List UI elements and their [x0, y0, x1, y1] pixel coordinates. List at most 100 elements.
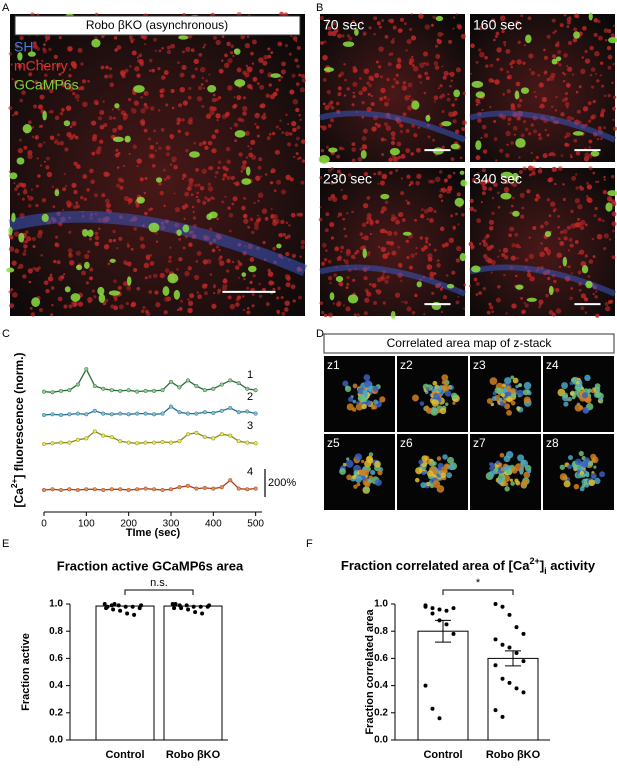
cell [34, 80, 39, 85]
cell [450, 157, 455, 162]
cell [117, 107, 121, 111]
cell [491, 18, 496, 23]
cell [66, 85, 71, 89]
cell [254, 225, 259, 231]
cell [237, 117, 242, 122]
cell [10, 63, 13, 66]
cell [249, 257, 255, 262]
cell [572, 37, 578, 43]
cell [550, 72, 556, 78]
cell [205, 79, 209, 83]
trace-point [219, 382, 224, 387]
cell [373, 16, 378, 21]
trace-point [92, 429, 97, 434]
y-tick-label: 0.8 [374, 626, 388, 637]
cell [529, 275, 535, 282]
cell [522, 61, 526, 65]
cell [603, 178, 606, 181]
trace-point [101, 487, 106, 493]
cell [129, 35, 133, 40]
cell [597, 35, 603, 41]
cell [343, 227, 347, 231]
cell [133, 227, 137, 231]
cell [539, 251, 545, 258]
cell [24, 240, 29, 244]
cell [54, 189, 60, 197]
cell [560, 230, 564, 234]
cell [460, 33, 466, 39]
cell [108, 74, 113, 79]
cell [597, 217, 602, 222]
cell [392, 25, 397, 30]
cell [478, 48, 482, 52]
cell [159, 93, 164, 98]
cell [361, 115, 365, 119]
cell [366, 106, 372, 112]
cell [555, 96, 558, 99]
cell [383, 101, 389, 107]
cell [68, 230, 72, 234]
cell [298, 212, 303, 217]
cell [336, 169, 341, 174]
cell [523, 43, 527, 47]
cell [443, 379, 450, 386]
cell [363, 235, 369, 241]
trace-point [219, 485, 224, 490]
cell [32, 104, 38, 109]
cell [384, 200, 389, 205]
cell [361, 100, 365, 105]
trace-point [67, 487, 72, 492]
cell [481, 168, 486, 173]
cell [163, 204, 166, 208]
cell [435, 54, 441, 59]
data-point [430, 611, 435, 616]
y-tick-label: 0.2 [374, 707, 388, 718]
cell [363, 374, 371, 381]
cell [585, 280, 593, 289]
cell [268, 132, 272, 136]
cell [206, 259, 212, 265]
cell [490, 402, 495, 407]
data-point [521, 631, 526, 636]
trace-point [194, 411, 199, 416]
trace-point [168, 379, 174, 384]
cell [565, 64, 569, 68]
cell [73, 161, 78, 166]
y-axis-label: Fraction active [20, 633, 32, 711]
cell [190, 48, 195, 53]
cell [34, 135, 39, 140]
cell [424, 24, 431, 30]
cell [53, 54, 58, 59]
cell [581, 473, 586, 478]
cell [335, 246, 339, 250]
cell [72, 302, 77, 308]
cell [497, 255, 500, 258]
cell [279, 11, 284, 17]
cell [289, 177, 294, 182]
cell [173, 192, 176, 195]
cell [513, 133, 516, 136]
cell [420, 482, 427, 489]
cell [272, 246, 277, 251]
cell [68, 252, 72, 256]
cell [502, 383, 506, 388]
trace-point [152, 440, 157, 445]
cell [196, 291, 199, 294]
cell [359, 147, 363, 151]
data-point [444, 622, 449, 627]
cell [194, 183, 198, 188]
cell [193, 141, 197, 145]
cell [567, 249, 571, 252]
cell [434, 65, 440, 70]
cell [320, 41, 324, 45]
cell [87, 229, 94, 237]
cell [292, 36, 298, 41]
cell [49, 135, 55, 141]
cell [440, 472, 447, 479]
cell [426, 470, 434, 477]
cell [43, 85, 49, 91]
cell [374, 460, 381, 468]
cell [352, 91, 356, 95]
cell [27, 195, 30, 198]
cell [160, 75, 166, 80]
